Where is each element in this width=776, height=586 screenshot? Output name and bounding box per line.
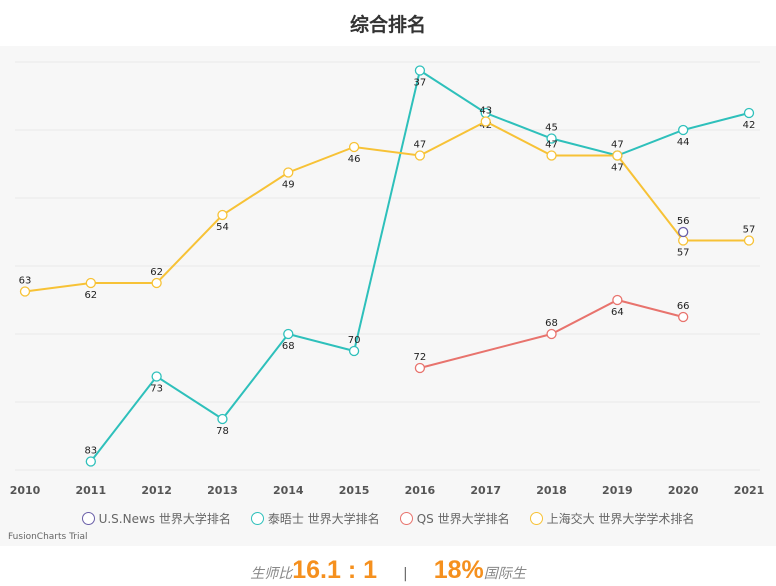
data-point [151, 371, 162, 382]
legend-marker-icon [529, 512, 543, 525]
data-point [283, 328, 294, 340]
x-tick-label: 2015 [339, 484, 370, 497]
data-label: 49 [282, 180, 295, 191]
data-label: 47 [414, 140, 427, 151]
chart-area [0, 46, 776, 546]
data-label: 66 [677, 301, 690, 312]
data-point [546, 328, 557, 340]
intl-value: 18% [433, 556, 484, 584]
watermark: FusionCharts Trial [8, 532, 88, 542]
data-label: 42 [743, 120, 756, 131]
separator: | [403, 566, 408, 582]
data-label: 62 [150, 267, 163, 278]
x-tick-label: 2021 [734, 484, 765, 497]
data-label: 47 [611, 140, 624, 151]
data-label: 57 [677, 248, 690, 259]
data-label: 45 [545, 123, 558, 134]
x-tick-label: 2019 [602, 484, 633, 497]
series-line [419, 298, 684, 369]
data-label: 43 [479, 106, 492, 117]
data-point [217, 209, 228, 221]
data-point [546, 133, 557, 144]
legend-marker-icon [250, 512, 264, 525]
data-point [743, 107, 755, 119]
stats-bar: 生师比16.1 : 1 | 18%国际生 [0, 556, 776, 585]
data-point [612, 150, 623, 161]
data-label: 63 [19, 276, 32, 287]
data-point [678, 226, 689, 238]
data-label: 78 [216, 426, 229, 437]
data-point [19, 286, 31, 297]
legend-item[interactable]: 泰晤士 世界大学排名 [250, 510, 380, 527]
x-tick-label: 2010 [10, 484, 41, 497]
data-point [283, 167, 294, 178]
x-tick-label: 2014 [273, 484, 304, 497]
line-chart: 2010 2011 2012 2013 2014 2015 2016 2017 2018 2019… [10, 61, 765, 497]
data-point [348, 141, 360, 153]
chart-title: 综合排名 [349, 14, 426, 36]
data-label: 47 [545, 140, 558, 151]
data-point [546, 150, 557, 161]
data-point [678, 124, 689, 136]
data-label: 70 [348, 335, 361, 346]
legend-marker-icon [399, 512, 413, 525]
data-point [480, 116, 491, 127]
x-tick-label: 2020 [668, 484, 699, 497]
x-tick-label: 2016 [405, 484, 436, 497]
data-label: 56 [677, 216, 690, 227]
data-label: 37 [414, 78, 427, 89]
data-point [151, 277, 162, 289]
data-label: 83 [84, 446, 97, 457]
legend-label: 上海交大 世界大学学术排名 [546, 512, 695, 526]
data-point [743, 235, 755, 246]
legend-marker-icon [81, 512, 95, 525]
data-point [348, 345, 360, 357]
ratio-value: 16.1 : 1 [292, 556, 377, 584]
legend-item[interactable]: 上海交大 世界大学学术排名 [529, 510, 695, 527]
ratio-label: 生师比 [250, 566, 293, 582]
x-tick-label: 2018 [536, 484, 567, 497]
data-point [612, 294, 623, 306]
series-line [24, 120, 749, 293]
data-label: 68 [545, 318, 558, 329]
data-label: 57 [743, 225, 756, 236]
data-point [414, 150, 426, 161]
legend: U.S.News 世界大学排名 泰晤士 世界大学排名 QS 世界大学排名 上海交大 世… [0, 510, 776, 528]
data-label: 44 [677, 137, 690, 148]
data-label: 68 [282, 341, 295, 352]
data-label: 72 [414, 352, 427, 363]
data-label: 64 [611, 307, 624, 318]
x-tick-label: 2012 [141, 484, 172, 497]
data-point [678, 235, 689, 246]
legend-label: U.S.News 世界大学排名 [98, 512, 231, 526]
data-point [217, 413, 228, 425]
legend-item[interactable]: U.S.News 世界大学排名 [81, 510, 231, 527]
data-label: 73 [150, 384, 163, 395]
data-point [85, 456, 96, 467]
data-label: 46 [348, 154, 361, 165]
legend-label: QS 世界大学排名 [416, 512, 510, 526]
data-point [678, 311, 689, 323]
intl-label: 国际生 [483, 566, 526, 582]
data-point [85, 277, 96, 289]
data-point [414, 362, 426, 374]
legend-label: 泰晤士 世界大学排名 [267, 512, 380, 526]
x-tick-label: 2017 [470, 484, 501, 497]
data-label: 54 [216, 222, 229, 233]
data-label: 47 [611, 163, 624, 174]
x-tick-label: 2011 [76, 484, 107, 497]
x-tick-label: 2013 [207, 484, 238, 497]
data-point [414, 65, 426, 76]
legend-item[interactable]: QS 世界大学排名 [399, 510, 510, 527]
data-label: 62 [84, 290, 97, 301]
